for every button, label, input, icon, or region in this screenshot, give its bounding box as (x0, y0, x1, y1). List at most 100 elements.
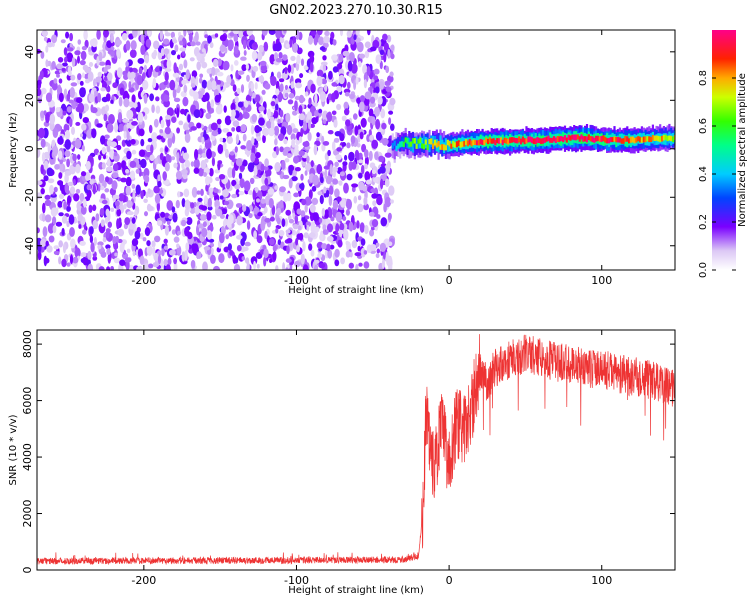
spectrogram-noise-cell (314, 264, 318, 270)
spectrogram-noise-cell (82, 198, 87, 208)
spectrogram-noise-cell (204, 92, 210, 102)
spectrogram-noise-cell (284, 92, 289, 98)
spectrogram-noise-cell (203, 172, 207, 177)
spectrogram-noise-cell (67, 195, 72, 204)
spectrogram-noise-cell (378, 81, 385, 90)
spectrogram-noise-cell (293, 148, 300, 157)
spectrogram-noise-cell (257, 169, 261, 174)
spectrogram-noise-cell (291, 138, 296, 148)
spectrogram-noise-cell (69, 43, 73, 48)
spectrogram-noise-cell (205, 112, 212, 120)
spectrogram-noise-cell (288, 178, 293, 189)
snr-series-line (37, 334, 675, 566)
spectrogram-noise-cell (345, 240, 349, 246)
spectrogram-band-cell (411, 138, 415, 144)
spectrogram-noise-cell (355, 150, 360, 161)
snr-y-tick-label: 0 (21, 567, 34, 574)
spectrogram-noise-cell (77, 39, 82, 45)
spectrogram-noise-cell (163, 258, 168, 266)
spectrogram-noise-cell (226, 75, 232, 85)
spectrogram-band-cell (587, 134, 590, 140)
spectrogram-noise-cell (276, 207, 282, 216)
spectrogram-noise-cell (285, 209, 292, 216)
colorbar-tick-label: 0.8 (698, 70, 709, 86)
spectrogram-noise-cell (324, 84, 328, 92)
spectrogram-noise-cell (139, 255, 145, 265)
spectrogram-band-cell (556, 136, 559, 142)
spectrogram-noise-cell (163, 238, 168, 244)
spectrogram-noise-cell (154, 157, 159, 165)
spectrogram-noise-cell (97, 244, 102, 250)
spectrogram-noise-cell (210, 247, 214, 254)
spectrogram-noise-cell (331, 110, 337, 116)
spectrogram-noise-cell (243, 50, 247, 56)
spectrogram-noise-cell (159, 152, 164, 161)
spectrogram-noise-cell (223, 200, 230, 206)
spectrogram-noise-cell (351, 161, 357, 170)
spectrogram-noise-cell (358, 262, 363, 267)
spectrogram-band-cell (421, 143, 424, 149)
spectrogram-noise-cell (259, 60, 267, 66)
spectrogram-noise-cell (242, 111, 250, 119)
spectrogram-noise-cell (324, 209, 330, 219)
spectrogram-noise-cell (151, 240, 156, 248)
spectrogram-band-cell (430, 138, 433, 145)
spectrogram-band-cell (455, 141, 458, 148)
spectrogram-band-cell (417, 138, 420, 144)
spectrogram-band-cell (468, 138, 471, 145)
spectrogram-noise-cell (72, 153, 77, 162)
spectrogram-noise-cell (264, 158, 269, 167)
spectrogram-band-cell (635, 137, 638, 143)
spectrogram-noise-cell (69, 186, 76, 195)
spectrogram-noise-cell (162, 171, 167, 181)
spectrogram-noise-cell (204, 34, 209, 39)
spectrogram-noise-cell (292, 42, 298, 53)
spectrogram-band-cell (512, 137, 515, 143)
spectrogram-noise-cell (331, 54, 338, 61)
spectrogram-noise-cell (316, 132, 320, 138)
spectrogram-noise-cell (384, 178, 390, 187)
spectrogram-noise-cell (172, 88, 177, 99)
spectrogram-noise-cell (37, 79, 42, 86)
spectrogram-noise-cell (276, 71, 282, 79)
spectrogram-band-cell (521, 136, 524, 143)
spectrogram-noise-cell (100, 219, 105, 228)
spectrogram-noise-cell (59, 164, 64, 172)
spectrogram-noise-cell (157, 254, 162, 265)
spectrogram-noise-cell (64, 170, 72, 176)
spectrogram-noise-cell (257, 126, 262, 132)
spectrogram-band-cell (552, 136, 556, 142)
spectrogram-noise-cell (210, 122, 218, 131)
spectrogram-noise-cell (121, 160, 126, 169)
spectrogram-noise-cell (381, 122, 387, 130)
spectrogram-noise-cell (212, 214, 217, 220)
spectrogram-noise-cell (318, 108, 323, 114)
spectrogram-noise-cell (61, 215, 68, 224)
spectrogram-noise-cell (51, 81, 58, 91)
spectrogram-noise-cell (164, 162, 170, 172)
spectrogram-noise-cell (181, 251, 185, 262)
spectrogram-noise-cell (316, 75, 323, 87)
spectrogram-noise-cell (187, 231, 193, 240)
spectrogram-noise-cell (77, 213, 83, 222)
spectrogram-noise-cell (342, 50, 350, 57)
spectrogram-noise-cell (197, 223, 205, 229)
spectrogram-band-cell (393, 140, 396, 146)
spectrogram-noise-cell (358, 181, 365, 191)
spectrogram-noise-cell (54, 164, 60, 170)
spectrogram-band-cell (534, 138, 537, 145)
spectrogram-noise-cell (165, 114, 172, 120)
spectrogram-noise-cell (123, 73, 129, 80)
spectrogram-noise-cell (376, 248, 380, 254)
spectrogram-noise-cell (243, 100, 249, 108)
spectrogram-noise-cell (207, 35, 212, 44)
spectrogram-noise-cell (66, 262, 71, 267)
spectrogram-noise-cell (134, 230, 141, 240)
spectrogram-noise-cell (214, 33, 219, 38)
spectrogram-noise-cell (286, 124, 293, 136)
spectrogram-noise-cell (103, 76, 108, 81)
spectrogram-noise-cell (281, 72, 288, 80)
spectrogram-noise-cell (81, 144, 85, 152)
spectrogram-band-cell (648, 136, 651, 143)
spectrogram-noise-cell (246, 30, 253, 36)
